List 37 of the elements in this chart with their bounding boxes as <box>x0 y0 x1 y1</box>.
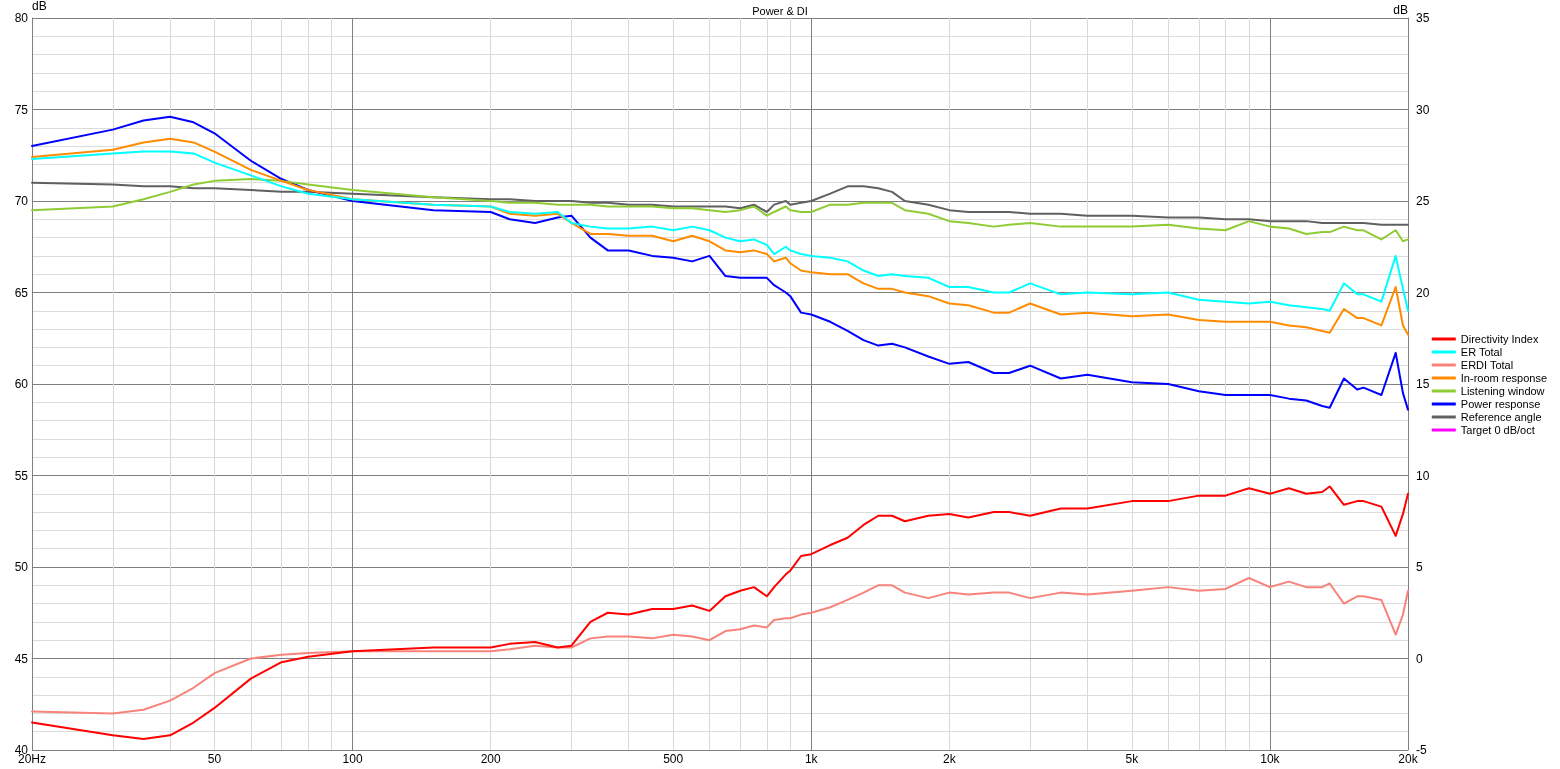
y2-tick-label: 5 <box>1416 560 1423 574</box>
y2-tick-label: 35 <box>1416 11 1430 25</box>
chart-title: Power & DI <box>752 4 808 17</box>
legend-label: Power response <box>1460 398 1541 410</box>
y2-tick-label: 10 <box>1416 468 1430 483</box>
legend-label: ERDI Total <box>1460 359 1514 371</box>
y-tick-label: 70 <box>14 194 29 208</box>
x-tick-label: 5k <box>1125 752 1140 766</box>
x-tick-label: 20k <box>1398 752 1419 766</box>
x-tick-label: 100 <box>342 752 363 766</box>
y-tick-label: 45 <box>14 651 29 666</box>
y2-tick-label: 30 <box>1416 102 1430 117</box>
legend-label: Listening window <box>1460 385 1545 397</box>
legend-label: Target 0 dB/oct <box>1460 424 1535 436</box>
y2-axis-title: dB <box>1393 3 1408 17</box>
y-tick-label: 60 <box>14 377 29 391</box>
y-tick-label: 65 <box>14 285 29 300</box>
y-tick-label: 80 <box>14 11 29 25</box>
y-tick-label: 50 <box>14 560 29 574</box>
y-tick-label: 55 <box>14 468 29 483</box>
y2-tick-label: 20 <box>1416 285 1430 300</box>
x-tick-label: 50 <box>207 752 222 766</box>
x-tick-label: 200 <box>480 752 501 766</box>
x-tick-label: 10k <box>1260 752 1281 766</box>
legend-label: Directivity Index <box>1460 333 1539 345</box>
y2-tick-label: 0 <box>1416 651 1423 666</box>
y-axis-title: dB <box>32 0 47 14</box>
y-tick-label: 75 <box>14 102 29 117</box>
x-tick-label: 2k <box>942 752 957 766</box>
y2-tick-label: -5 <box>1416 743 1427 757</box>
legend-label: ER Total <box>1460 346 1503 358</box>
y2-tick-label: 15 <box>1416 377 1430 391</box>
legend-label: Reference angle <box>1460 411 1542 423</box>
legend-label: In-room response <box>1460 372 1548 384</box>
y2-tick-label: 25 <box>1416 194 1430 208</box>
x-tick-label: 500 <box>663 752 684 766</box>
x-tick-label: 1k <box>804 752 819 766</box>
